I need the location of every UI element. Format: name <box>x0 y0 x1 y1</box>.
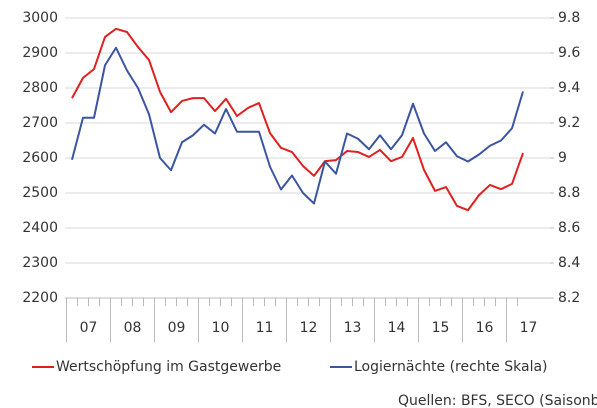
x-tick-label: 13 <box>344 320 362 336</box>
y-tick-label: 2400 <box>22 220 58 236</box>
y-tick-label: 2500 <box>22 185 58 201</box>
y2-tick-label: 9 <box>558 150 567 166</box>
x-tick-label: 14 <box>388 320 406 336</box>
x-tick-label: 07 <box>80 320 98 336</box>
x-tick-label: 11 <box>256 320 274 336</box>
x-tick-label: 09 <box>168 320 186 336</box>
y2-tick-label: 8.8 <box>558 185 580 201</box>
y2-tick-label: 9.2 <box>558 115 580 131</box>
y2-tick-label: 8.2 <box>558 290 580 306</box>
y2-tick-label: 9.6 <box>558 45 580 61</box>
y-tick-label: 2800 <box>22 80 58 96</box>
legend-label: Logiernächte (rechte Skala) <box>354 359 548 375</box>
y2-tick-label: 8.6 <box>558 220 580 236</box>
y-tick-label: 2700 <box>22 115 58 131</box>
y-tick-label: 2200 <box>22 290 58 306</box>
x-tick-label: 12 <box>300 320 318 336</box>
x-tick-label: 10 <box>212 320 230 336</box>
legend-label: Wertschöpfung im Gastgewerbe <box>56 359 281 375</box>
y-tick-label: 2300 <box>22 255 58 271</box>
y-tick-label: 2900 <box>22 45 58 61</box>
y2-tick-label: 9.4 <box>558 80 580 96</box>
x-tick-label: 16 <box>476 320 494 336</box>
y-tick-label: 2600 <box>22 150 58 166</box>
x-tick-label: 17 <box>520 320 538 336</box>
source-note: Quellen: BFS, SECO (Saisonbereinigung <box>398 393 597 408</box>
line-series <box>71 46 524 205</box>
y2-tick-label: 8.4 <box>558 255 580 271</box>
y-tick-label: 3000 <box>22 10 58 26</box>
y2-tick-label: 9.8 <box>558 10 580 26</box>
x-tick-label: 08 <box>124 320 142 336</box>
x-tick-label: 15 <box>432 320 450 336</box>
line-series <box>71 27 524 212</box>
